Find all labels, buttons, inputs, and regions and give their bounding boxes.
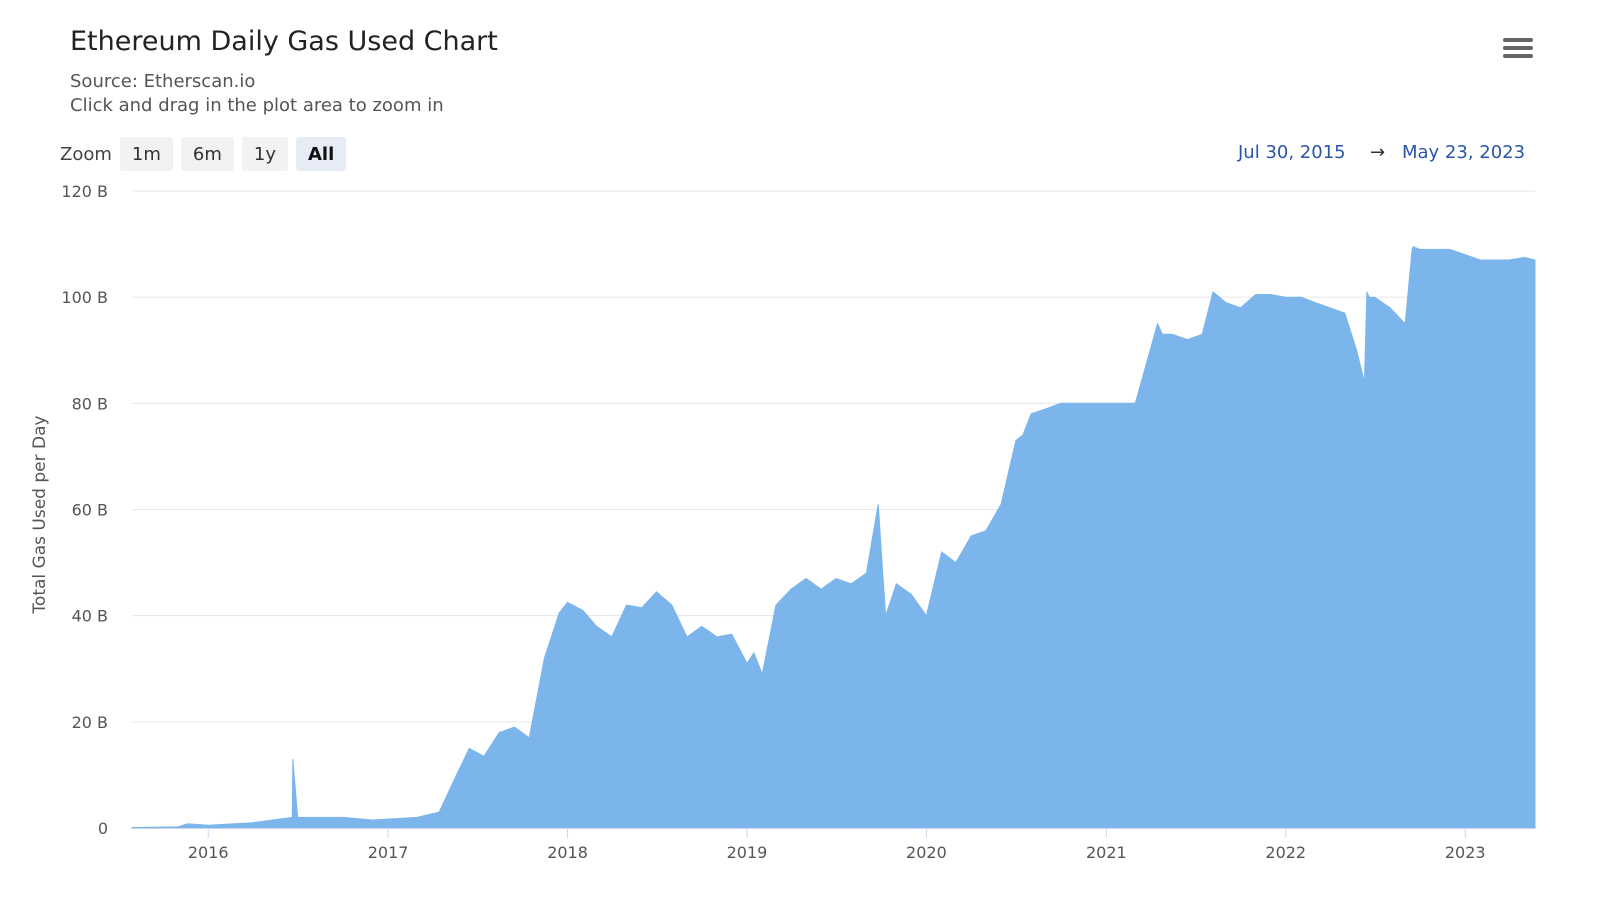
y-tick-label: 60 B [72,501,108,520]
x-tick-label: 2018 [547,843,588,862]
y-axis-title: Total Gas Used per Day [30,415,50,614]
x-tick-label: 2016 [188,843,229,862]
hamburger-menu-icon[interactable] [1503,38,1533,64]
series-area [131,246,1536,829]
zoom-6m-button[interactable]: 6m [180,137,234,171]
x-tick-label: 2021 [1086,843,1127,862]
range-from-date[interactable]: Jul 30, 2015 [1238,142,1346,163]
chart-subtitle: Source: Etherscan.io Click and drag in t… [70,70,444,118]
x-tick-label: 2019 [727,843,768,862]
zoom-selector: Zoom 1m 6m 1y All [60,136,354,172]
zoom-1y-button[interactable]: 1y [241,137,288,171]
chart-title: Ethereum Daily Gas Used Chart [70,26,498,57]
range-to-date[interactable]: May 23, 2023 [1402,142,1526,163]
y-tick-label: 40 B [72,607,108,626]
x-tick-label: 2017 [368,843,409,862]
y-tick-label: 0 [98,819,108,838]
x-axis-ticks: 2016 2017 2018 2019 2020 2021 2022 2023 [188,828,1486,862]
menu-bar-1 [1503,38,1533,42]
menu-bar-2 [1503,46,1533,50]
x-tick-label: 2020 [906,843,947,862]
zoom-hint-text: Click and drag in the plot area to zoom … [70,95,444,116]
source-text: Source: Etherscan.io [70,71,256,92]
x-tick-label: 2022 [1265,843,1306,862]
y-axis-ticks: 0 20 B 40 B 60 B 80 B 100 B 120 B [61,182,108,838]
y-tick-label: 100 B [61,288,108,307]
zoom-all-button[interactable]: All [296,137,347,171]
y-tick-label: 120 B [61,182,108,201]
x-tick-label: 2023 [1445,843,1486,862]
y-tick-label: 20 B [72,713,108,732]
range-arrow: → [1370,142,1386,163]
zoom-1m-button[interactable]: 1m [119,137,173,171]
menu-bar-3 [1503,54,1533,58]
zoom-label: Zoom [60,143,112,165]
y-tick-label: 80 B [72,394,108,413]
